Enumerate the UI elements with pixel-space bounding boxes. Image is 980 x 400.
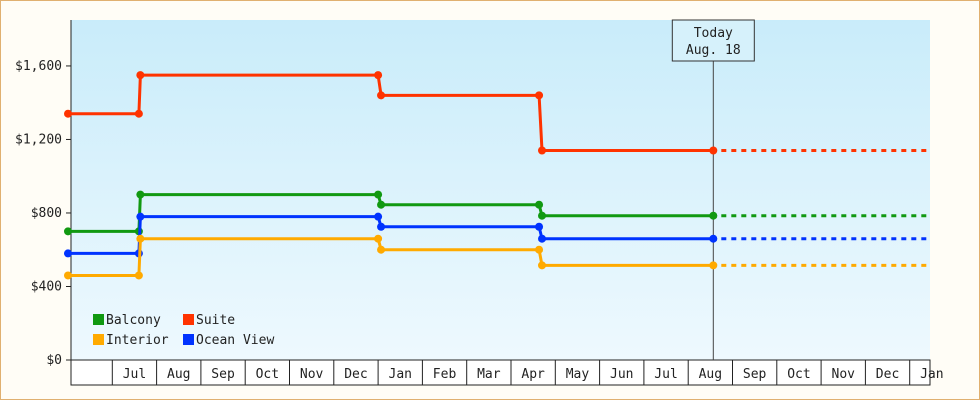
data-point-ocean-view <box>709 234 718 243</box>
legend-swatch-suite <box>183 314 194 325</box>
y-tick-label: $1,200 <box>15 132 62 147</box>
data-point-balcony <box>374 190 383 199</box>
x-tick-label: Jun <box>610 367 633 382</box>
legend-label-interior: Interior <box>106 333 169 348</box>
data-point-ocean-view <box>136 212 145 221</box>
today-label-line2: Aug. 18 <box>686 43 741 58</box>
legend-label-balcony: Balcony <box>106 313 161 328</box>
legend-swatch-ocean-view <box>183 334 194 345</box>
x-tick-label: Jul <box>654 367 677 382</box>
data-point-suite <box>535 91 544 100</box>
legend: Balcony Suite Interior Ocean View <box>93 313 274 348</box>
legend-label-suite: Suite <box>196 313 235 328</box>
x-tick-label: Sep <box>211 367 235 382</box>
data-point-interior <box>134 271 143 280</box>
x-tick-label: Jan <box>389 367 412 382</box>
data-point-balcony <box>64 227 72 236</box>
x-tick-label: Aug <box>167 367 190 382</box>
data-point-interior <box>374 234 383 243</box>
x-tick-label: Jan <box>920 367 943 382</box>
x-tick-label: May <box>566 367 590 382</box>
y-axis: $0 $400 $800 $1,200 $1,600 <box>15 20 72 368</box>
data-point-suite <box>64 109 72 118</box>
x-tick-label: Oct <box>256 367 279 382</box>
data-point-suite <box>136 71 145 80</box>
x-tick-label: Nov <box>300 367 324 382</box>
x-tick-label: Dec <box>344 367 367 382</box>
data-point-balcony <box>538 211 547 220</box>
x-axis-band <box>70 359 931 386</box>
data-point-ocean-view <box>377 222 386 231</box>
data-point-interior <box>377 245 386 254</box>
data-point-suite <box>374 71 383 80</box>
legend-swatch-interior <box>93 334 104 345</box>
data-point-interior <box>136 234 145 243</box>
x-tick-label: Aug <box>699 367 722 382</box>
month-axis: Jul Aug Sep Oct Nov Dec Jan Feb Mar Apr May Jun Jul A… <box>70 359 944 386</box>
x-tick-label: Jul <box>123 367 146 382</box>
data-point-interior <box>709 261 718 270</box>
legend-label-ocean-view: Ocean View <box>196 333 274 348</box>
series-layer <box>64 71 930 280</box>
data-point-interior <box>64 271 72 280</box>
plot-area <box>71 20 930 360</box>
data-point-ocean-view <box>374 212 383 221</box>
data-point-interior <box>538 261 547 270</box>
data-point-ocean-view <box>64 249 72 258</box>
data-point-balcony <box>377 200 386 209</box>
data-point-suite <box>134 109 143 118</box>
x-tick-label: Dec <box>876 367 899 382</box>
y-tick-label: $400 <box>31 279 62 294</box>
series-line-suite <box>68 73 714 152</box>
data-point-balcony <box>535 200 544 209</box>
data-point-ocean-view <box>535 222 544 231</box>
today-label-box <box>671 19 755 62</box>
data-point-ocean-view <box>538 234 547 243</box>
today-marker: Today Aug. 18 <box>671 19 755 360</box>
x-tick-label: Apr <box>521 367 545 382</box>
data-point-suite <box>538 146 547 155</box>
data-point-suite <box>377 91 386 100</box>
x-tick-label: Feb <box>433 367 457 382</box>
data-point-balcony <box>709 211 718 220</box>
y-tick-label: $0 <box>46 353 62 368</box>
x-tick-label: Sep <box>743 367 767 382</box>
today-label-line1: Today <box>694 26 733 41</box>
data-point-interior <box>535 245 544 254</box>
data-point-balcony <box>136 190 145 199</box>
x-tick-label: Nov <box>832 367 856 382</box>
y-tick-label: $800 <box>31 206 62 221</box>
data-point-suite <box>709 146 718 155</box>
x-tick-label: Oct <box>787 367 810 382</box>
y-tick-label: $1,600 <box>15 59 62 74</box>
legend-swatch-balcony <box>93 314 104 325</box>
x-tick-label: Mar <box>477 367 501 382</box>
